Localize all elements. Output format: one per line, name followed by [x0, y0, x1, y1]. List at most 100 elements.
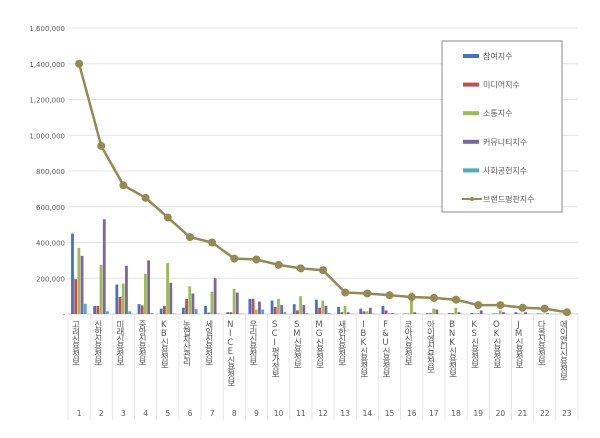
bar-3	[543, 313, 546, 314]
bar-2	[185, 298, 188, 314]
bar-1	[381, 305, 385, 314]
bar-3	[520, 313, 524, 314]
x-tick-label: 아이엠신용정보	[425, 319, 435, 372]
bar-3	[454, 307, 458, 314]
y-tick-label: -	[62, 311, 65, 319]
rank-label: 22	[540, 409, 550, 418]
legend-label: 사회공헌지수	[483, 166, 527, 175]
rank-label: 10	[274, 409, 284, 418]
x-tick-label: 우리신용정보	[247, 320, 257, 365]
rank-label: 5	[165, 409, 170, 418]
rank-label: 23	[562, 409, 572, 418]
y-tick-label: 400,000	[36, 240, 65, 248]
rank-label: 4	[143, 409, 148, 418]
rank-label: 14	[363, 409, 373, 418]
brand-line-point	[540, 304, 549, 313]
brand-line-point	[163, 213, 172, 222]
bar-1	[248, 298, 252, 314]
rank-label: 7	[210, 409, 215, 418]
y-tick-label: 1,200,000	[29, 97, 65, 105]
brand-line-point	[75, 59, 84, 68]
x-tick-label: KB신용정보	[159, 320, 169, 368]
bar-1	[359, 308, 363, 314]
bar-4	[435, 309, 439, 314]
brand-line-point	[341, 288, 350, 297]
bar-3	[77, 247, 81, 314]
bar-3	[299, 296, 303, 314]
brand-line-point	[429, 293, 438, 302]
x-tick-label: NICE신용정보	[225, 320, 235, 386]
x-axis: 고려신용정보 1 신한신용정보 2 미래신용정보 3 중앙신용정보 4 KB신용정보 5 농협자산관…	[67, 313, 579, 420]
rank-label: 18	[451, 409, 461, 418]
bar-3	[277, 298, 280, 314]
rank-label: 21	[518, 409, 528, 418]
bar-1	[93, 305, 97, 314]
x-tick-label: 고려신용정보	[70, 320, 80, 365]
brand-line-point	[518, 303, 527, 312]
y-tick-label: 1,400,000	[29, 61, 65, 69]
rank-label: 20	[496, 409, 506, 418]
bar-4	[479, 310, 483, 314]
bar-1	[270, 300, 274, 314]
bar-2	[318, 307, 321, 314]
bar-2	[495, 313, 499, 314]
x-tick-label: SCI평가정보	[270, 320, 280, 377]
rank-label: 8	[232, 409, 237, 418]
rank-label: 1	[77, 409, 82, 418]
rank-label: 11	[296, 409, 306, 418]
bar-4	[302, 305, 306, 314]
bar-5	[283, 312, 287, 314]
bar-4	[546, 313, 550, 314]
bar-3	[343, 305, 347, 314]
bar-4	[391, 313, 394, 314]
brand-line-point	[97, 141, 106, 150]
x-tick-label: 코아신용정보	[403, 320, 413, 365]
x-tick-label: SM신용정보	[292, 320, 302, 368]
brand-line-point	[407, 293, 416, 302]
bar-1	[470, 313, 474, 314]
x-tick-label: JM신용정보	[514, 320, 524, 368]
legend-label: 참여지수	[483, 51, 512, 61]
brand-line-point	[252, 255, 261, 264]
bar-1	[292, 304, 296, 314]
rank-label: 19	[473, 409, 483, 418]
bar-4	[102, 219, 106, 314]
bar-2	[340, 312, 344, 314]
x-tick-label: 중앙신용정보	[137, 320, 147, 365]
brand-line-point	[274, 260, 283, 269]
bar-2	[473, 313, 477, 314]
rank-label: 6	[188, 409, 193, 418]
legend-swatch	[463, 54, 479, 58]
brand-line-point	[496, 301, 505, 310]
legend-swatch	[463, 168, 479, 173]
y-tick-label: 600,000	[36, 204, 65, 212]
y-tick-label: 800,000	[36, 168, 65, 176]
bar-3	[387, 313, 391, 314]
bar-2	[362, 311, 366, 314]
legend-swatch	[463, 82, 479, 87]
bar-5	[128, 311, 132, 314]
legend-label: 소통지수	[483, 109, 512, 118]
bar-3	[254, 309, 258, 314]
rank-label: 3	[121, 409, 126, 418]
brand-line-point	[185, 233, 194, 242]
bar-1	[159, 308, 163, 314]
bar-2	[429, 313, 432, 314]
bar-4	[413, 312, 417, 314]
x-tick-label: 미래신용정보	[114, 320, 124, 365]
brand-line-point	[319, 266, 327, 275]
bar-3	[232, 288, 236, 314]
x-tick-label: 신한신용정보	[92, 320, 102, 365]
bar-5	[305, 313, 309, 314]
brand-line-point	[208, 238, 217, 247]
bar-1	[425, 313, 429, 314]
bar-4	[280, 305, 284, 314]
gridlines	[68, 27, 578, 279]
bar-1	[181, 307, 185, 314]
rank-label: 12	[318, 409, 328, 418]
bar-4	[125, 265, 128, 314]
legend-label: 커뮤니티지수	[483, 137, 527, 147]
bar-4	[235, 292, 239, 314]
bar-2	[74, 279, 78, 314]
